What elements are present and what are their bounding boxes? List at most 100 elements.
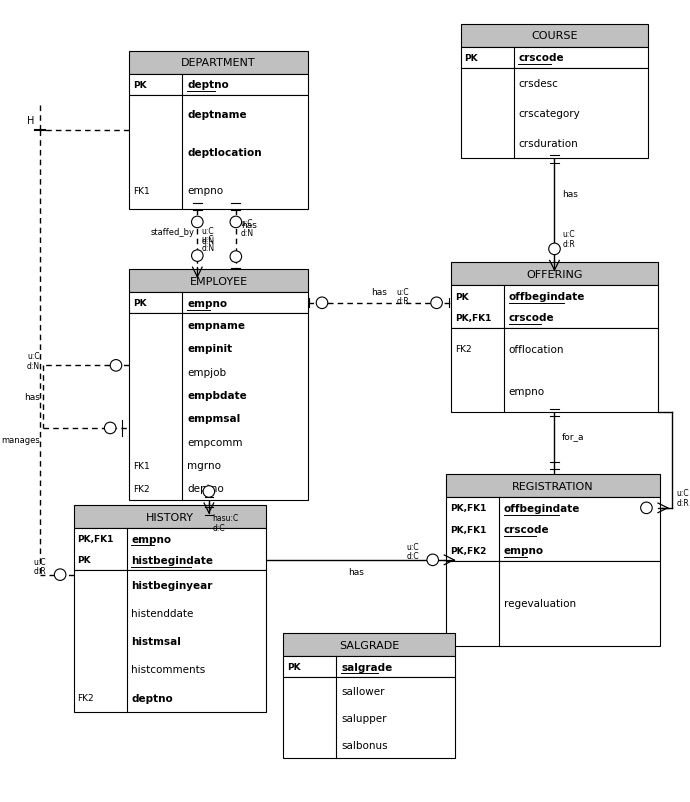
Text: PK,FK1: PK,FK1 — [450, 504, 486, 512]
Bar — [461, 69, 649, 159]
Text: offlocation: offlocation — [509, 344, 564, 354]
Text: for_a: for_a — [562, 431, 584, 440]
Bar — [451, 286, 658, 328]
Text: u:C: u:C — [406, 542, 419, 551]
Text: empno: empno — [187, 186, 224, 196]
Text: has: has — [241, 221, 257, 230]
Text: FK1: FK1 — [133, 461, 150, 470]
Text: empno: empno — [131, 534, 172, 544]
Text: empno: empno — [509, 386, 545, 396]
Text: histenddate: histenddate — [131, 608, 194, 618]
Text: empjob: empjob — [187, 367, 226, 377]
Text: PK,FK1: PK,FK1 — [77, 534, 114, 544]
Text: d:R: d:R — [562, 239, 575, 249]
Text: PK,FK1: PK,FK1 — [455, 314, 491, 322]
Text: deptno: deptno — [187, 484, 224, 494]
Text: hasu:C: hasu:C — [213, 513, 239, 522]
Text: EMPLOYEE: EMPLOYEE — [190, 277, 248, 286]
Text: REGISTRATION: REGISTRATION — [512, 481, 594, 491]
Text: salupper: salupper — [342, 713, 387, 723]
Text: offbegindate: offbegindate — [509, 292, 585, 302]
Text: COURSE: COURSE — [531, 31, 578, 41]
Bar — [446, 497, 660, 561]
Text: deptno: deptno — [131, 693, 173, 703]
Text: PK: PK — [77, 556, 91, 565]
Text: FK1: FK1 — [133, 187, 150, 196]
Bar — [74, 529, 266, 571]
Circle shape — [549, 244, 560, 255]
Text: PK,FK2: PK,FK2 — [450, 546, 486, 555]
Bar — [446, 561, 660, 646]
Bar — [451, 263, 658, 286]
Bar — [74, 571, 266, 712]
Bar — [284, 678, 455, 758]
Text: salbonus: salbonus — [342, 739, 388, 750]
Text: d:N: d:N — [27, 362, 40, 371]
Text: empmsal: empmsal — [187, 414, 240, 424]
Text: histcomments: histcomments — [131, 665, 206, 674]
Bar — [130, 95, 308, 210]
Circle shape — [640, 502, 652, 514]
Bar — [461, 25, 649, 47]
Text: d:R: d:R — [34, 566, 46, 576]
Bar — [130, 75, 308, 95]
Text: has: has — [562, 189, 578, 198]
Text: u:C: u:C — [28, 352, 40, 361]
Bar — [74, 505, 266, 529]
Text: PK: PK — [133, 81, 147, 90]
Text: PK: PK — [455, 292, 469, 302]
Text: crscode: crscode — [509, 313, 554, 323]
Text: deptno: deptno — [187, 80, 229, 90]
Text: manages: manages — [1, 435, 40, 444]
Circle shape — [427, 554, 438, 566]
Text: histbegindate: histbegindate — [131, 555, 213, 565]
Text: d:N: d:N — [241, 229, 254, 237]
Circle shape — [192, 217, 203, 229]
Text: PK: PK — [464, 54, 478, 63]
Text: sallower: sallower — [342, 686, 385, 696]
Text: d:C: d:C — [213, 523, 226, 532]
Text: histbeginyear: histbeginyear — [131, 580, 213, 589]
Text: u:C: u:C — [562, 229, 575, 239]
Circle shape — [316, 298, 328, 310]
Text: empcomm: empcomm — [187, 437, 243, 448]
Text: u:C: u:C — [34, 557, 46, 566]
Bar — [284, 634, 455, 656]
Text: u:C: u:C — [676, 488, 689, 497]
Bar — [451, 328, 658, 412]
Text: PK: PK — [133, 299, 147, 308]
Text: mgrno: mgrno — [187, 460, 221, 471]
Text: salgrade: salgrade — [342, 662, 393, 672]
Circle shape — [110, 360, 121, 371]
Circle shape — [104, 423, 116, 434]
Bar — [461, 47, 649, 69]
Text: FK2: FK2 — [77, 694, 94, 703]
Bar — [284, 656, 455, 678]
Text: H: H — [27, 116, 34, 126]
Text: u:C: u:C — [241, 219, 253, 228]
Text: HISTORY: HISTORY — [146, 512, 194, 522]
Text: empname: empname — [187, 321, 245, 330]
Text: deptlocation: deptlocation — [187, 148, 262, 158]
Text: crscategory: crscategory — [518, 109, 580, 119]
Text: offbegindate: offbegindate — [504, 503, 580, 513]
Bar — [130, 269, 308, 293]
Text: d:N: d:N — [201, 237, 215, 245]
Bar — [130, 51, 308, 75]
Circle shape — [230, 217, 241, 229]
Circle shape — [192, 250, 203, 262]
Text: d:R: d:R — [397, 297, 409, 306]
Text: d:C: d:C — [406, 552, 419, 561]
Bar — [130, 293, 308, 314]
Text: DEPARTMENT: DEPARTMENT — [181, 58, 256, 68]
Text: has: has — [371, 287, 387, 297]
Bar — [130, 314, 308, 500]
Circle shape — [431, 298, 442, 310]
Text: d:R: d:R — [676, 498, 689, 507]
Text: PK: PK — [287, 662, 301, 671]
Text: FK2: FK2 — [455, 345, 471, 354]
Circle shape — [55, 569, 66, 581]
Text: histmsal: histmsal — [131, 637, 181, 646]
Text: crscode: crscode — [504, 525, 549, 534]
Text: deptname: deptname — [187, 110, 247, 119]
